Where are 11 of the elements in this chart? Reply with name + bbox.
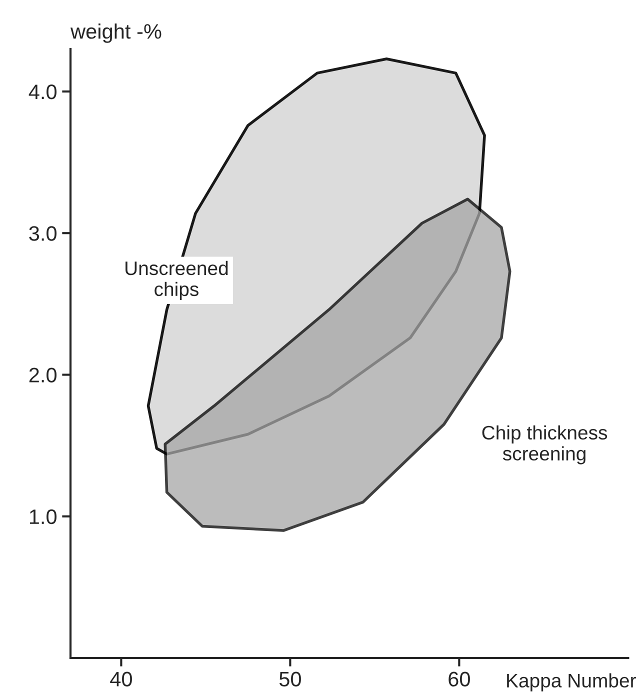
x-tick-label: 50 bbox=[279, 672, 301, 686]
x-axis-title: Kappa Number bbox=[507, 673, 636, 692]
series-label: Unscreened chips bbox=[126, 260, 228, 300]
y-axis-title: weight -% bbox=[70, 23, 162, 43]
y-tick-label: 2.0 bbox=[29, 368, 57, 382]
x-tick-label: 40 bbox=[110, 672, 132, 686]
y-tick-label: 4.0 bbox=[28, 84, 57, 100]
y-tick-label: 1.0 bbox=[30, 509, 57, 524]
y-tick-label: 3.0 bbox=[29, 226, 57, 241]
x-tick-label: 60 bbox=[448, 672, 470, 686]
series-label: Chip thickness screening bbox=[482, 425, 608, 464]
